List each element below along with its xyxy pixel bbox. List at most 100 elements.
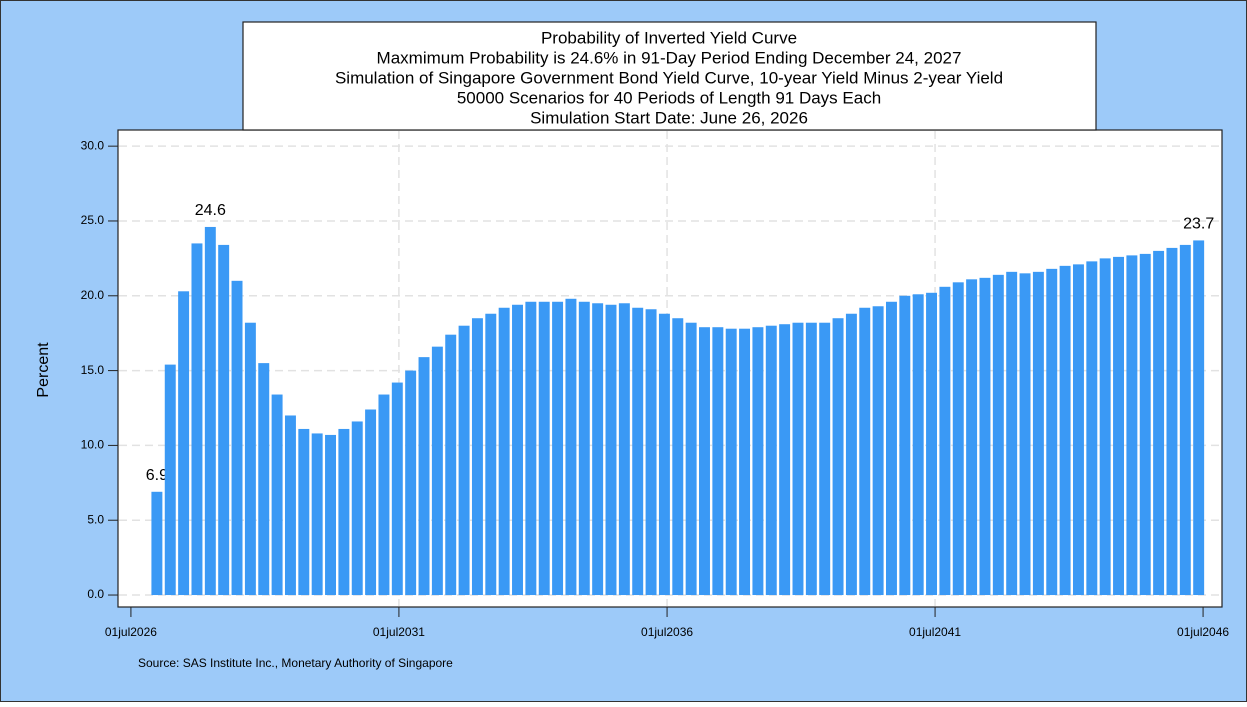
subtitle: 50000 Scenarios for 40 Periods of Length… — [457, 88, 881, 107]
bar — [645, 309, 657, 596]
bar — [685, 322, 697, 596]
y-tick-label: 25.0 — [81, 213, 105, 227]
y-tick-label: 5.0 — [87, 512, 104, 526]
bar — [218, 244, 230, 596]
bar — [845, 313, 857, 596]
bar — [1166, 247, 1178, 596]
bar — [712, 327, 724, 596]
bar — [939, 286, 951, 596]
data-label: 6.9 — [146, 467, 168, 484]
bar — [204, 226, 216, 596]
bar — [1099, 258, 1111, 596]
bar — [471, 318, 483, 596]
bar — [805, 322, 817, 596]
bar — [792, 322, 804, 596]
bar — [538, 301, 550, 596]
data-label: 23.7 — [1183, 216, 1214, 233]
bar — [1139, 253, 1151, 596]
y-tick-label: 30.0 — [81, 138, 105, 152]
bar — [725, 328, 737, 596]
bar — [485, 313, 497, 596]
y-tick-label: 0.0 — [87, 587, 104, 601]
bar — [258, 363, 270, 596]
bar — [231, 280, 243, 596]
bar — [699, 327, 710, 596]
bar — [926, 292, 938, 596]
bar — [178, 291, 190, 596]
bar — [431, 346, 443, 596]
x-tick-label: 01jul2036 — [641, 625, 693, 639]
bar — [1019, 273, 1031, 596]
bar — [244, 322, 256, 596]
bar — [966, 279, 978, 596]
bar — [859, 307, 871, 596]
bar — [779, 324, 791, 596]
bar — [1072, 264, 1084, 596]
bar — [151, 491, 163, 596]
bar — [739, 328, 751, 596]
bar — [1193, 240, 1205, 596]
bar — [1032, 271, 1044, 596]
bar — [1059, 265, 1071, 596]
bar — [632, 307, 644, 596]
bar — [899, 295, 911, 596]
bar — [525, 301, 537, 596]
y-tick-label: 15.0 — [81, 363, 105, 377]
chart-title: Probability of Inverted Yield Curve — [541, 28, 797, 47]
bar — [391, 382, 403, 596]
bar — [658, 313, 670, 596]
x-tick-label: 01jul2041 — [909, 625, 961, 639]
x-tick-label: 01jul2026 — [105, 625, 157, 639]
bar — [578, 301, 590, 596]
bar — [338, 428, 350, 596]
bar — [418, 357, 430, 596]
bar — [992, 274, 1004, 596]
bar — [1006, 271, 1018, 596]
source-note: Source: SAS Institute Inc., Monetary Aut… — [138, 656, 453, 670]
bar — [592, 303, 604, 596]
bar — [752, 327, 764, 596]
bar — [672, 318, 684, 596]
bar — [1126, 255, 1138, 596]
y-axis-label: Percent — [35, 342, 52, 398]
bar — [271, 394, 283, 596]
bar — [1179, 244, 1191, 596]
bar — [191, 243, 203, 596]
bar — [565, 298, 577, 596]
bar — [618, 303, 630, 596]
y-tick-label: 20.0 — [81, 288, 105, 302]
bar — [885, 301, 897, 596]
bar — [1086, 261, 1098, 596]
bar — [765, 325, 777, 596]
bar — [378, 394, 390, 596]
data-label: 24.6 — [195, 202, 226, 219]
bar — [952, 282, 964, 596]
bar — [284, 415, 296, 596]
bar — [365, 409, 377, 596]
subtitle: Maxmimum Probability is 24.6% in 91-Day … — [377, 48, 962, 67]
bar — [325, 434, 336, 596]
bar — [1113, 256, 1125, 596]
bar — [498, 307, 510, 596]
bar — [912, 294, 924, 596]
y-tick-label: 10.0 — [81, 438, 105, 452]
bar — [405, 370, 417, 596]
bar — [872, 306, 884, 596]
bar — [1153, 250, 1165, 596]
bar — [351, 421, 363, 596]
bar — [552, 301, 564, 596]
bar — [458, 325, 470, 596]
bar — [1046, 268, 1058, 596]
bar — [311, 433, 323, 596]
bar — [979, 277, 991, 596]
bar — [832, 318, 844, 596]
bar — [445, 334, 457, 596]
x-tick-label: 01jul2031 — [373, 625, 425, 639]
x-tick-label: 01jul2046 — [1177, 625, 1229, 639]
subtitle: Simulation of Singapore Government Bond … — [335, 68, 1003, 87]
bar — [605, 304, 617, 596]
bar — [819, 322, 831, 596]
bar — [512, 304, 523, 596]
title-box — [242, 21, 1097, 131]
